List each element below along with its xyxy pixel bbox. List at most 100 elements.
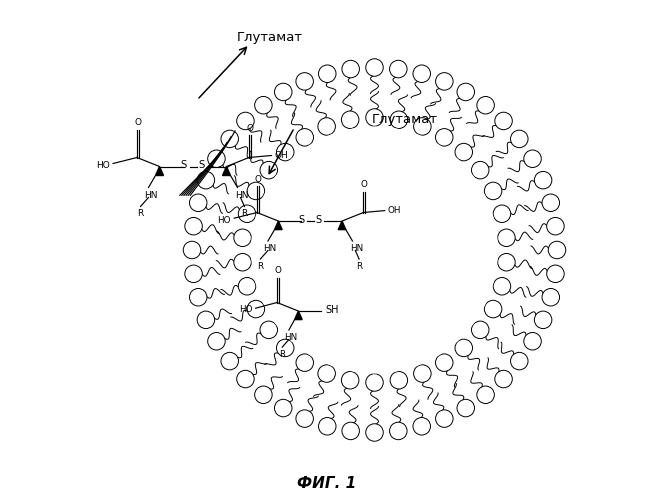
Circle shape bbox=[296, 410, 313, 428]
Circle shape bbox=[190, 194, 207, 212]
Text: O: O bbox=[275, 266, 281, 276]
Circle shape bbox=[275, 83, 292, 100]
Circle shape bbox=[413, 65, 430, 82]
Circle shape bbox=[457, 400, 475, 417]
Circle shape bbox=[238, 205, 256, 222]
Circle shape bbox=[254, 386, 272, 404]
Text: S: S bbox=[181, 160, 186, 170]
Circle shape bbox=[234, 254, 251, 271]
Circle shape bbox=[185, 218, 202, 235]
Circle shape bbox=[477, 96, 494, 114]
Polygon shape bbox=[222, 166, 230, 175]
Text: S: S bbox=[298, 214, 304, 224]
Text: S: S bbox=[315, 214, 321, 224]
Circle shape bbox=[495, 370, 512, 388]
Circle shape bbox=[366, 424, 383, 441]
Circle shape bbox=[318, 118, 336, 135]
Text: S: S bbox=[198, 160, 205, 170]
Text: SH: SH bbox=[325, 304, 339, 314]
Circle shape bbox=[436, 354, 453, 372]
Circle shape bbox=[275, 400, 292, 417]
Circle shape bbox=[296, 354, 313, 372]
Text: Глутамат: Глутамат bbox=[371, 114, 438, 126]
Text: Глутамат: Глутамат bbox=[237, 31, 303, 44]
Polygon shape bbox=[156, 166, 164, 175]
Circle shape bbox=[498, 229, 515, 246]
Text: ФИГ. 1: ФИГ. 1 bbox=[298, 476, 356, 491]
Circle shape bbox=[472, 321, 489, 338]
Circle shape bbox=[296, 72, 313, 90]
Circle shape bbox=[413, 118, 431, 135]
Text: R: R bbox=[241, 210, 248, 218]
Circle shape bbox=[542, 194, 560, 212]
Text: OH: OH bbox=[275, 151, 288, 160]
Circle shape bbox=[260, 162, 277, 179]
Text: HO: HO bbox=[217, 216, 231, 224]
Circle shape bbox=[436, 128, 453, 146]
Circle shape bbox=[234, 229, 251, 246]
Circle shape bbox=[485, 182, 502, 200]
Circle shape bbox=[208, 332, 225, 350]
Circle shape bbox=[197, 172, 215, 189]
Circle shape bbox=[472, 162, 489, 179]
Circle shape bbox=[237, 370, 254, 388]
Text: O: O bbox=[247, 124, 254, 133]
Circle shape bbox=[413, 365, 431, 382]
Circle shape bbox=[477, 386, 494, 404]
Circle shape bbox=[341, 372, 359, 389]
Circle shape bbox=[251, 126, 498, 374]
Circle shape bbox=[390, 422, 407, 440]
Circle shape bbox=[457, 83, 475, 100]
Text: O: O bbox=[135, 118, 141, 128]
Circle shape bbox=[413, 418, 430, 435]
Circle shape bbox=[238, 278, 256, 295]
Circle shape bbox=[547, 265, 564, 282]
Circle shape bbox=[524, 332, 542, 350]
Text: HN: HN bbox=[264, 244, 277, 253]
Text: R: R bbox=[356, 262, 362, 271]
Text: HN: HN bbox=[144, 190, 157, 200]
Circle shape bbox=[547, 218, 564, 235]
Text: HN: HN bbox=[351, 244, 364, 253]
Polygon shape bbox=[275, 221, 282, 230]
Circle shape bbox=[511, 352, 528, 370]
Circle shape bbox=[485, 300, 502, 318]
Circle shape bbox=[342, 422, 360, 440]
Circle shape bbox=[498, 254, 515, 271]
Circle shape bbox=[366, 109, 383, 126]
Circle shape bbox=[247, 300, 265, 318]
Circle shape bbox=[221, 130, 239, 148]
Circle shape bbox=[208, 150, 225, 168]
Circle shape bbox=[296, 128, 313, 146]
Circle shape bbox=[277, 144, 294, 161]
Circle shape bbox=[318, 65, 336, 82]
Polygon shape bbox=[294, 311, 302, 320]
Text: HN: HN bbox=[235, 190, 249, 200]
Circle shape bbox=[247, 182, 265, 200]
Circle shape bbox=[534, 311, 552, 328]
Circle shape bbox=[548, 242, 566, 259]
Text: O: O bbox=[254, 175, 262, 184]
Circle shape bbox=[318, 418, 336, 435]
Text: HO: HO bbox=[239, 305, 252, 314]
Text: O: O bbox=[361, 180, 368, 189]
Circle shape bbox=[342, 60, 360, 78]
Circle shape bbox=[341, 111, 359, 128]
Circle shape bbox=[366, 374, 383, 391]
Circle shape bbox=[542, 288, 560, 306]
Text: R: R bbox=[137, 210, 144, 218]
Text: HO: HO bbox=[95, 161, 109, 170]
Circle shape bbox=[277, 339, 294, 356]
Circle shape bbox=[524, 150, 542, 168]
Circle shape bbox=[190, 288, 207, 306]
Circle shape bbox=[197, 311, 215, 328]
Circle shape bbox=[493, 205, 511, 222]
Circle shape bbox=[534, 172, 552, 189]
Circle shape bbox=[511, 130, 528, 148]
Circle shape bbox=[183, 242, 201, 259]
Circle shape bbox=[366, 58, 383, 76]
Circle shape bbox=[495, 112, 512, 130]
Circle shape bbox=[237, 112, 254, 130]
Polygon shape bbox=[338, 221, 346, 230]
Circle shape bbox=[493, 278, 511, 295]
